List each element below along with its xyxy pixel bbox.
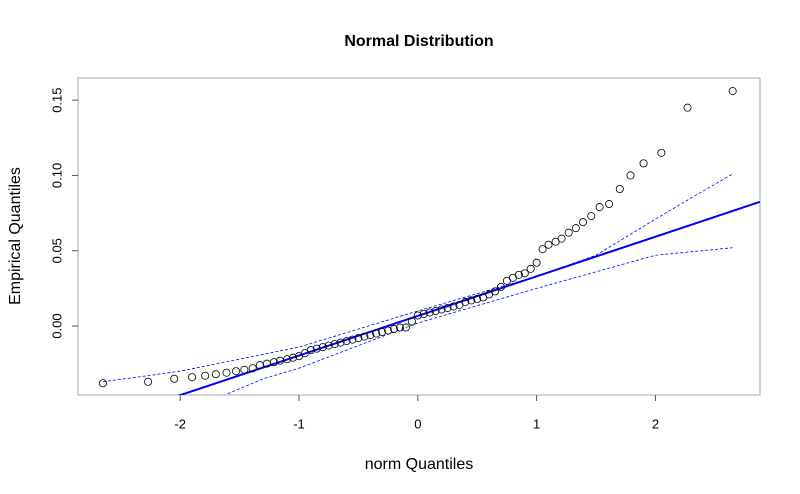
reference-line (177, 200, 760, 395)
y-tick-label: 0.10 (49, 163, 64, 188)
data-point (330, 340, 339, 349)
data-point (425, 308, 434, 317)
data-point (587, 212, 596, 221)
data-point (615, 184, 624, 193)
data-point (626, 171, 635, 180)
data-point (390, 325, 399, 334)
data-point (188, 373, 197, 382)
data-point (461, 297, 470, 306)
data-point (557, 234, 566, 243)
y-tick-label: 0.00 (49, 313, 64, 338)
data-point (496, 282, 505, 291)
data-point (354, 334, 363, 343)
x-tick-label: 1 (533, 416, 540, 431)
data-point (431, 306, 440, 315)
data-point (639, 159, 648, 168)
data-point (571, 224, 580, 233)
data-point (232, 367, 241, 376)
y-axis-title: Empirical Quantiles (7, 167, 24, 305)
data-point (449, 302, 458, 311)
data-point (401, 323, 410, 332)
x-tick-label: 0 (414, 416, 421, 431)
data-point (342, 337, 351, 346)
x-tick-label: 2 (652, 416, 659, 431)
data-point (683, 103, 692, 112)
data-point (538, 245, 547, 254)
data-point (407, 317, 416, 326)
data-point (378, 328, 387, 337)
data-point (595, 203, 604, 212)
data-point (360, 332, 369, 341)
confidence-envelope (102, 173, 733, 383)
x-tick-label: -2 (174, 416, 186, 431)
plot-area (98, 87, 760, 395)
data-point (544, 240, 553, 249)
data-point (201, 371, 210, 380)
data-point (306, 346, 315, 355)
data-point (473, 294, 482, 303)
confidence-envelope (227, 247, 733, 395)
data-point (526, 264, 535, 273)
data-point (491, 287, 500, 296)
data-point (170, 374, 179, 383)
data-point (443, 303, 452, 312)
data-point (372, 329, 381, 338)
data-point (578, 218, 587, 227)
x-tick-label: -1 (293, 416, 305, 431)
data-point (437, 305, 446, 314)
chart-title: Normal Distribution (344, 33, 493, 50)
data-point (248, 364, 257, 373)
data-point (324, 341, 333, 350)
data-point (532, 258, 541, 267)
y-tick-label: 0.05 (49, 238, 64, 263)
plot-frame (77, 77, 761, 396)
data-point (605, 200, 614, 209)
data-point (318, 343, 327, 352)
y-tick-label: 0.15 (49, 87, 64, 112)
data-point (211, 370, 220, 379)
data-point (413, 311, 422, 320)
data-point (467, 296, 476, 305)
data-point (348, 335, 357, 344)
data-point (395, 323, 404, 332)
data-point (384, 326, 393, 335)
data-point (240, 365, 249, 374)
data-point (657, 148, 666, 157)
data-point (366, 331, 375, 340)
data-point (289, 353, 298, 362)
data-point (98, 379, 107, 388)
data-point (520, 269, 529, 278)
data-point (728, 87, 737, 96)
data-point (312, 344, 321, 353)
x-axis-title: norm Quantiles (365, 456, 474, 473)
data-point (222, 368, 231, 377)
data-point (564, 228, 573, 237)
data-point (144, 377, 153, 386)
data-point (419, 309, 428, 318)
data-point (514, 270, 523, 279)
data-point (270, 358, 279, 367)
data-point (283, 355, 292, 364)
data-point (336, 338, 345, 347)
